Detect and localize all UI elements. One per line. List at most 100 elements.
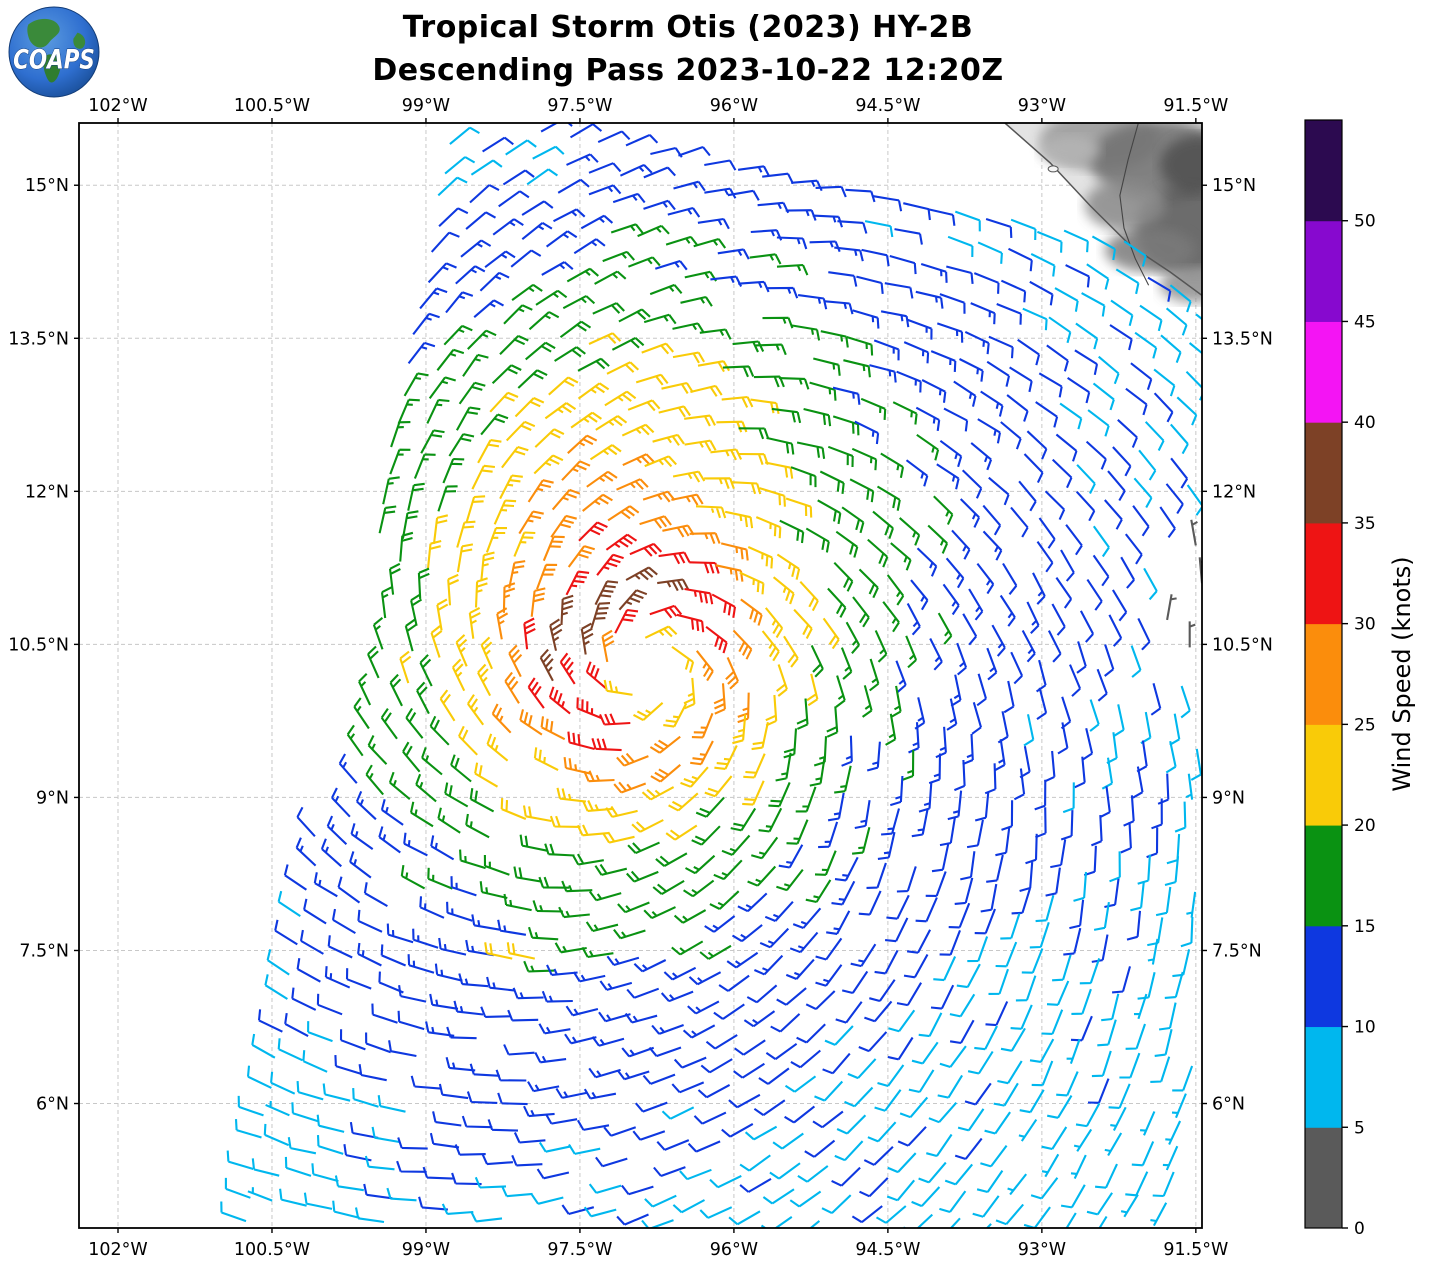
wind-barb [619,163,653,177]
wind-barb [493,499,517,525]
wind-barb [446,1026,477,1040]
wind-barb [713,683,726,715]
wind-barb [753,954,784,976]
wind-barb [956,642,968,676]
wind-barb [1034,779,1047,811]
wind-barb [720,542,749,561]
wind-barb [896,370,922,393]
wind-barb [1104,878,1120,909]
wind-barb [1059,402,1083,430]
wind-barb [378,505,397,534]
wind-barb [486,733,509,762]
wind-barb [721,1122,754,1138]
wind-barb [501,445,529,469]
wind-barb [671,645,695,673]
wind-barb [1160,334,1182,363]
wind-barb [1045,867,1061,897]
wind-barb [976,673,988,707]
wind-barb [595,1156,628,1168]
wind-barb [778,377,810,390]
x-tick-label-bottom: 99°W [402,1240,450,1260]
wind-barb [1000,913,1021,940]
wind-barb [561,460,591,481]
wind-barb [995,1203,1024,1226]
wind-barb [521,200,554,216]
wind-barb [480,636,493,670]
wind-barb [491,703,512,734]
wind-barb [760,1216,793,1228]
wind-barb [1048,316,1072,344]
wind-barb [1113,704,1125,737]
wind-barb [988,335,1014,359]
wind-barb [1133,477,1153,509]
wind-barb [380,708,398,740]
wind-barb [766,436,795,455]
wind-barb [1154,1029,1173,1057]
wind-barb [731,481,762,495]
wind-barb [939,293,966,314]
wind-barb [1101,757,1114,790]
wind-barb [869,658,880,692]
wind-barb [621,1184,654,1196]
wind-barb [806,673,819,707]
wind-barb [732,629,753,660]
wind-barb [882,601,900,633]
wind-barb [785,958,815,980]
wind-barb [886,1179,916,1202]
wind-barb [477,439,502,464]
wind-barb [1087,1078,1110,1104]
wind-barb [549,815,581,828]
wind-barb [899,517,921,546]
wind-barb [594,863,628,876]
wind-barb [603,679,633,696]
wind-barb [771,407,802,424]
wind-barb [313,872,338,898]
wind-barb [596,553,624,576]
wind-barb [1087,409,1110,437]
colorbar-tick-label: 50 [1354,212,1376,232]
wind-barb [578,521,608,542]
wind-barb [665,235,699,247]
wind-barb [877,1064,905,1088]
wind-barb [1165,1120,1182,1145]
wind-barb [458,725,478,756]
wind-barb [367,735,388,765]
wind-barb [576,1119,610,1131]
colorbar-tick-label: 35 [1354,514,1376,534]
wind-barb [809,1220,821,1228]
wind-barb [661,1106,695,1120]
wind-barb [296,1081,324,1101]
wind-barb [549,618,563,651]
wind-barb [455,634,468,667]
wind-barb [721,395,754,408]
wind-barb [1070,1154,1087,1180]
wind-barb [750,229,783,241]
wind-barb [1093,901,1110,931]
wind-barb [1095,1163,1118,1189]
wind-barb [349,851,372,879]
wind-barb [960,851,976,881]
wind-barb [1085,440,1107,470]
wind-barb [469,184,500,204]
wind-barb [1009,366,1033,393]
wind-barb [539,648,554,682]
wind-barb [899,1096,929,1119]
wind-barb [481,1153,513,1166]
wind-barb [738,280,770,293]
wind-barb [822,1052,851,1075]
wind-barb [844,1086,874,1108]
wind-barb [860,397,887,420]
wind-barb [1013,768,1026,801]
wind-barb [687,1000,720,1015]
wind-barb [772,576,795,605]
wind-barb [755,516,782,539]
wind-barb [326,815,348,845]
wind-barb [864,220,894,238]
wind-barb [1011,887,1032,915]
wind-barb [350,823,374,850]
wind-barb [483,854,510,876]
wind-barb [562,295,596,310]
wind-barb [869,979,896,1003]
wind-barb [446,901,473,922]
wind-barb [1092,382,1115,411]
